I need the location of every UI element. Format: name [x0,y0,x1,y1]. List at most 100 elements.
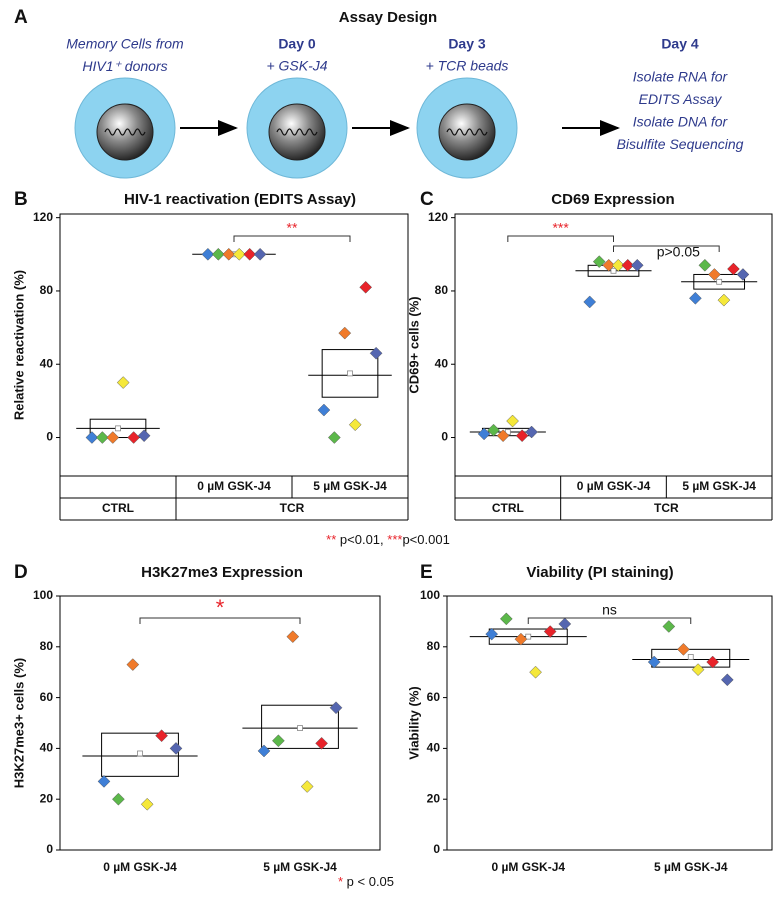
data-point [222,247,236,261]
step-text: + TCR beads [426,58,509,74]
x-tick-label: 0 µM GSK-J4 [197,479,271,493]
panel-letter: B [14,189,28,210]
panel-title: Assay Design [339,9,437,26]
data-point [736,268,750,281]
data-point [485,627,499,641]
data-point [137,429,151,443]
step-text: Memory Cells from [66,36,184,52]
y-tick-label: 80 [40,639,54,653]
y-tick-label: 120 [33,210,53,224]
y-tick-label: 60 [40,690,54,704]
data-point [169,742,183,755]
data-point [611,258,625,272]
step-text: Bisulfite Sequencing [617,136,744,152]
chart-title: CD69 Expression [551,191,674,208]
y-tick-label: 80 [427,639,441,653]
data-point [140,797,154,811]
footnote-part: p<0.001 [402,532,449,547]
data-point [514,632,528,646]
significance-label: p>0.05 [657,244,700,260]
data-point [286,630,300,643]
group-label: CTRL [102,501,134,515]
mean-marker [610,267,617,274]
mean-marker [525,633,532,640]
y-tick-label: 80 [40,283,54,297]
data-point [558,617,572,631]
significance-bracket [233,235,351,242]
plot-frame [446,595,773,851]
data-point [243,247,257,261]
step-text: EDITS Assay [639,91,723,107]
box [261,704,339,749]
plot-frame [59,213,409,477]
chart-title: HIV-1 reactivation (EDITS Assay) [124,191,356,208]
chart-title: H3K27me3 Expression [141,564,303,581]
box [321,349,379,398]
panel-letter: E [420,562,433,583]
data-point [359,280,373,294]
data-point [127,431,141,444]
data-point [592,255,606,268]
step-text: Isolate RNA for [633,69,729,85]
step-heading: Day 3 [448,36,486,52]
dna [276,128,318,136]
y-tick-label: 0 [441,430,448,444]
x-tick-label: 0 µM GSK-J4 [491,860,565,874]
y-tick-label: 20 [427,791,441,805]
data-point [338,326,352,340]
data-point [698,258,712,272]
group-label: TCR [280,501,305,515]
mean-marker [347,370,353,377]
mean-marker [297,725,303,731]
data-point [630,258,644,272]
footnote: * p < 0.05 [338,874,394,889]
significance-bracket [527,617,692,624]
data-point [621,258,635,272]
step-heading: Day 0 [278,36,316,52]
y-tick-label: 0 [46,842,53,856]
group-label: CTRL [492,501,524,515]
significance-bracket [139,617,301,624]
y-tick-label: 40 [40,356,54,370]
y-tick-label: 0 [46,430,53,444]
panel-letter: D [14,562,28,583]
footnote-part: p < 0.05 [343,874,394,889]
data-point [525,425,538,439]
data-point [126,658,140,671]
significance-label: ns [602,602,617,618]
y-axis-label: Relative reactivation (%) [11,270,26,420]
data-point [97,775,111,788]
data-point [691,663,705,677]
data-point [272,734,285,748]
data-point [315,736,328,750]
data-point [720,673,734,687]
panel-letter: A [14,7,28,28]
mean-marker [115,425,121,432]
chart-title: Viability (PI staining) [526,564,673,581]
data-point [708,268,721,281]
footnote-part: p<0.01, [336,532,387,547]
data-point [602,258,616,272]
y-tick-label: 100 [33,588,53,602]
y-axis-label: H3K27me3+ cells (%) [11,658,26,788]
y-tick-label: 80 [435,283,449,297]
mean-marker [687,654,694,660]
y-tick-label: 100 [420,588,440,602]
data-point [106,431,120,444]
data-point [647,655,661,669]
footnote-part: *** [387,532,402,547]
data-point [543,625,557,638]
data-point [85,431,99,444]
data-point [327,431,341,444]
significance-label: * [216,595,225,620]
data-point [348,418,362,432]
data-point [477,427,491,441]
y-tick-label: 40 [40,741,54,755]
x-tick-label: 5 µM GSK-J4 [263,860,337,874]
footnote-part: ** [326,532,336,547]
y-tick-label: 60 [427,690,441,704]
data-point [369,346,383,360]
data-point [487,423,500,437]
data-point [583,295,597,309]
dna [446,128,488,136]
